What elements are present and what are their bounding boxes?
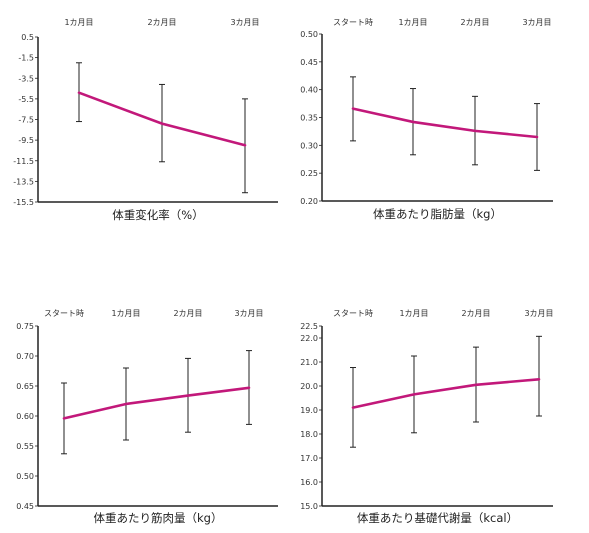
chart-2: 0.50 0.45 0.40 0.35 0.30 0.25 0.20 スタート時 1カ月目 2カ月… — [300, 18, 553, 221]
y-tick-label: -13.5 — [13, 177, 34, 186]
y-tick-label: 16.0 — [300, 478, 318, 487]
chart-title: 体重あたり脂肪量（kg） — [373, 207, 502, 221]
y-tick-label: 20.0 — [300, 382, 318, 391]
y-tick-label: 0.25 — [300, 169, 318, 178]
y-tick-label: 0.30 — [300, 141, 318, 150]
y-tick-label: 0.40 — [300, 86, 318, 95]
y-tick-label: 21.0 — [300, 358, 318, 367]
y-tick-label: 15.0 — [300, 502, 318, 511]
y-tick-label: 22.5 — [300, 322, 318, 331]
y-tick-label: 0.50 — [16, 472, 34, 481]
x-category-label: 1カ月目 — [399, 309, 428, 318]
x-category-label: 3カ月目 — [230, 18, 259, 27]
y-tick-label: 22.0 — [300, 334, 318, 343]
chart-3: 0.75 0.70 0.65 0.60 0.55 0.50 0.45 スタート時 1カ月目 2カ月… — [16, 309, 278, 525]
x-category-label: 1カ月目 — [398, 18, 427, 27]
x-category-label: 1カ月目 — [64, 18, 93, 27]
x-category-label: 2カ月目 — [173, 309, 202, 318]
y-tick-label: 0.45 — [16, 502, 34, 511]
chart-title: 体重変化率（%） — [112, 208, 203, 222]
x-category-label: スタート時 — [44, 309, 84, 318]
chart-title: 体重あたり筋肉量（kg） — [94, 511, 223, 525]
y-tick-label: -9.5 — [18, 136, 34, 145]
y-tick-label: 0.65 — [16, 382, 34, 391]
y-tick-label: 0.35 — [300, 114, 318, 123]
y-tick-label: 18.0 — [300, 430, 318, 439]
y-tick-label: -11.5 — [13, 157, 34, 166]
x-category-label: 3カ月目 — [234, 309, 263, 318]
y-tick-label: -15.5 — [13, 198, 34, 207]
y-tick-label: 0.45 — [300, 58, 318, 67]
chart-title: 体重あたり基礎代謝量（kcal） — [357, 511, 518, 525]
y-tick-label: -7.5 — [18, 116, 34, 125]
y-tick-label: -1.5 — [18, 54, 34, 63]
y-tick-label: 0.55 — [16, 442, 34, 451]
y-tick-label: -5.5 — [18, 95, 34, 104]
series-line — [351, 377, 541, 409]
y-tick-label: 17.0 — [300, 454, 318, 463]
y-tick-label: 0.5 — [21, 33, 34, 42]
y-tick-label: 0.60 — [16, 412, 34, 421]
x-category-label: スタート時 — [333, 309, 373, 318]
y-tick-label: 0.70 — [16, 352, 34, 361]
y-tick-label: 0.50 — [300, 30, 318, 39]
y-tick-label: 0.75 — [16, 322, 34, 331]
x-category-label: 3カ月目 — [524, 309, 553, 318]
series-line — [62, 386, 251, 420]
chart-1: 0.5 -1.5 -3.5 -5.5 -7.5 -9.5 -11.5 -13.5 -15.5 1カ… — [13, 18, 278, 222]
x-category-label: 2カ月目 — [460, 18, 489, 27]
x-category-label: 3カ月目 — [522, 18, 551, 27]
x-category-label: 1カ月目 — [111, 309, 140, 318]
x-category-label: 2カ月目 — [461, 309, 490, 318]
series-line — [351, 107, 539, 139]
x-category-label: スタート時 — [333, 18, 373, 27]
chart-4: 22.5 22.0 21.0 20.0 19.0 18.0 17.0 16.0 15.0 スタート… — [300, 309, 553, 525]
x-category-label: 2カ月目 — [147, 18, 176, 27]
y-tick-label: 19.0 — [300, 406, 318, 415]
y-tick-label: 0.20 — [300, 197, 318, 206]
y-tick-label: -3.5 — [18, 74, 34, 83]
